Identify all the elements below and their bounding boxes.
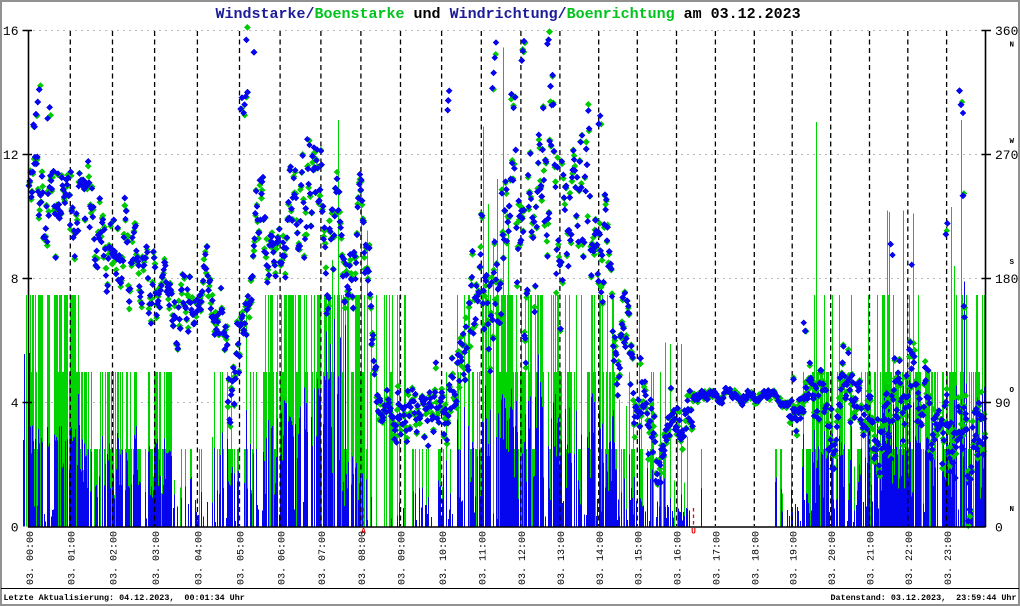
svg-text:0: 0 — [11, 521, 19, 536]
svg-text:03. 21:00: 03. 21:00 — [867, 531, 878, 585]
svg-text:Letzte Aktualisierung: 04.12.2: Letzte Aktualisierung: 04.12.2023, 00:01… — [4, 593, 245, 603]
svg-text:S: S — [1010, 259, 1015, 267]
svg-text:12: 12 — [3, 148, 19, 163]
svg-text:03. 01:00: 03. 01:00 — [68, 531, 79, 585]
svg-text:N: N — [1010, 506, 1015, 514]
svg-text:03. 15:00: 03. 15:00 — [635, 531, 646, 585]
svg-text:8: 8 — [11, 272, 19, 287]
svg-text:03. 12:00: 03. 12:00 — [518, 531, 529, 585]
svg-text:03. 18:00: 03. 18:00 — [752, 531, 763, 585]
svg-text:270: 270 — [995, 148, 1018, 163]
svg-text:03. 22:00: 03. 22:00 — [905, 531, 916, 585]
svg-text:03. 23:00: 03. 23:00 — [944, 531, 955, 585]
svg-text:03. 13:00: 03. 13:00 — [557, 531, 568, 585]
svg-text:03. 14:00: 03. 14:00 — [596, 531, 607, 585]
svg-text:0: 0 — [995, 521, 1003, 536]
svg-text:W: W — [1010, 138, 1015, 146]
svg-text:Datenstand: 03.12.2023, 23:59: Datenstand: 03.12.2023, 23:59:44 Uhr — [831, 593, 1017, 603]
svg-text:03. 17:00: 03. 17:00 — [713, 531, 724, 585]
svg-text:03. 16:00: 03. 16:00 — [674, 531, 685, 585]
svg-text:N: N — [1010, 42, 1015, 50]
svg-text:360: 360 — [995, 24, 1018, 39]
svg-text:03. 09:00: 03. 09:00 — [398, 531, 409, 585]
svg-text:03. 03:00: 03. 03:00 — [152, 531, 163, 585]
svg-text:03. 20:00: 03. 20:00 — [828, 531, 839, 585]
svg-text:180: 180 — [995, 272, 1018, 287]
svg-text:03. 05:00: 03. 05:00 — [237, 531, 248, 585]
svg-text:O: O — [1010, 387, 1015, 395]
svg-text:03. 08:00: 03. 08:00 — [358, 531, 369, 585]
svg-text:90: 90 — [995, 396, 1011, 411]
svg-text:03. 06:00: 03. 06:00 — [277, 531, 288, 585]
svg-text:U: U — [691, 528, 696, 537]
svg-text:03. 11:00: 03. 11:00 — [479, 531, 490, 585]
svg-text:A: A — [361, 528, 366, 537]
svg-text:Windstarke/Boenstarke und Wind: Windstarke/Boenstarke und Windrichtung/B… — [216, 6, 801, 23]
svg-text:4: 4 — [11, 396, 19, 411]
svg-text:03. 10:00: 03. 10:00 — [439, 531, 450, 585]
svg-text:03. 00:00: 03. 00:00 — [26, 531, 37, 585]
svg-text:03. 02:00: 03. 02:00 — [110, 531, 121, 585]
svg-text:03. 04:00: 03. 04:00 — [195, 531, 206, 585]
svg-text:16: 16 — [3, 24, 19, 39]
svg-text:03. 07:00: 03. 07:00 — [318, 531, 329, 585]
svg-text:03. 19:00: 03. 19:00 — [789, 531, 800, 585]
